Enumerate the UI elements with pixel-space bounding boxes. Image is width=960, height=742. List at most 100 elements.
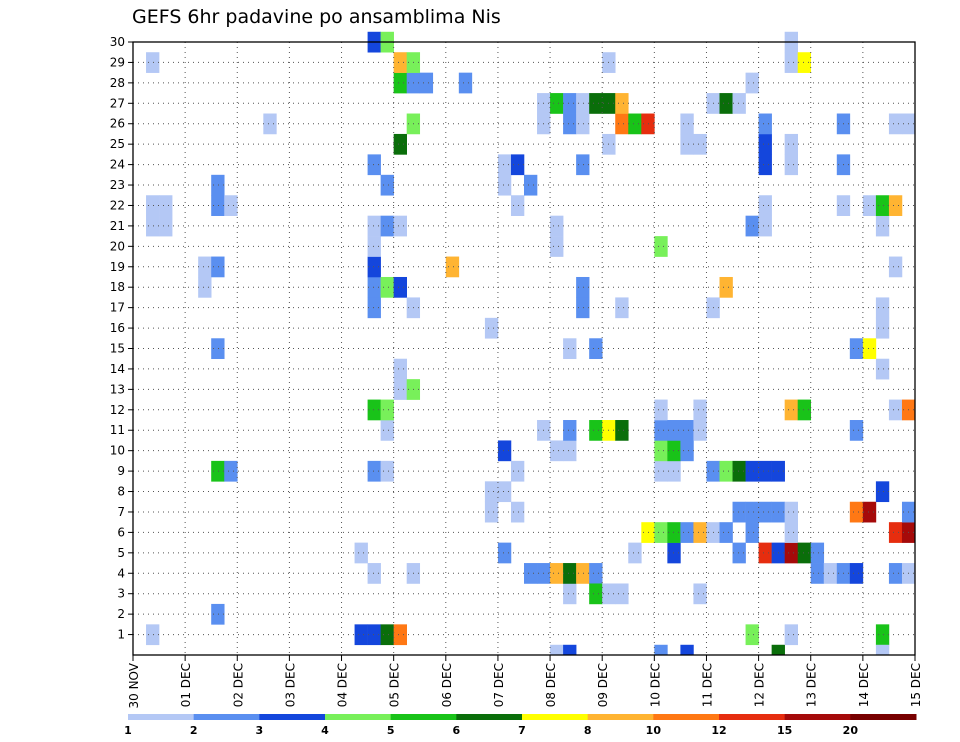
y-tick-label: 15 [110, 342, 125, 356]
heatmap-cell [654, 522, 668, 543]
colorbar-label: 6 [453, 724, 461, 737]
y-tick-label: 29 [110, 55, 125, 69]
heatmap-cell [693, 399, 707, 421]
heatmap-cell [784, 52, 798, 73]
colorbar-swatch [719, 714, 786, 720]
colorbar-label: 2 [190, 724, 198, 737]
heatmap-cell [862, 338, 877, 360]
heatmap-cell [680, 113, 694, 135]
heatmap-cell [784, 624, 798, 646]
heatmap-cell [224, 195, 238, 216]
heatmap-cell [550, 563, 564, 584]
heatmap-cell [797, 52, 812, 73]
y-tick-label: 5 [117, 546, 125, 560]
heatmap-cell [550, 93, 564, 114]
heatmap-cell [367, 399, 381, 421]
heatmap-cell [628, 542, 642, 564]
heatmap-cell [445, 256, 460, 278]
heatmap-cell [732, 460, 746, 482]
heatmap-cell [211, 460, 225, 482]
heatmap-cell [693, 522, 707, 543]
x-tick-label: 02 DEC [231, 663, 245, 707]
heatmap-cell [758, 113, 772, 135]
x-tick-label: 14 DEC [857, 663, 871, 707]
heatmap-cell [550, 644, 564, 656]
heatmap-cell [667, 440, 681, 462]
colorbar-label: 3 [256, 724, 264, 737]
heatmap-cell [758, 542, 772, 564]
heatmap-cell [732, 542, 746, 564]
y-tick-label: 14 [110, 362, 125, 376]
y-tick-label: 24 [110, 158, 125, 172]
heatmap-cell [888, 256, 903, 278]
heatmap-cell [680, 133, 694, 155]
heatmap-cell [563, 583, 577, 605]
heatmap-cell [484, 501, 499, 523]
heatmap-cell [745, 215, 759, 237]
y-tick-label: 17 [110, 301, 125, 315]
heatmap-cell [823, 563, 838, 584]
heatmap-cell [719, 522, 733, 543]
y-tick-label: 1 [117, 628, 125, 642]
heatmap-cell [654, 440, 668, 462]
heatmap-cell [367, 154, 381, 176]
heatmap-cell [393, 215, 407, 237]
heatmap-cell [875, 481, 890, 503]
heatmap-cell [849, 501, 864, 523]
heatmap-cell [628, 113, 642, 135]
heatmap-cell [354, 624, 368, 646]
heatmap-cell [367, 460, 381, 482]
heatmap-cell [146, 215, 160, 237]
heatmap-cell [680, 440, 694, 462]
heatmap-cell [380, 420, 394, 441]
heatmap-cell [693, 133, 707, 155]
y-tick-label: 21 [110, 219, 125, 233]
heatmap-cell [888, 563, 903, 584]
heatmap-cell [667, 542, 681, 564]
heatmap-cell [380, 399, 394, 421]
heatmap-cell [497, 154, 512, 176]
heatmap-cell [615, 113, 629, 135]
heatmap-cell [367, 563, 381, 584]
heatmap-cell [667, 460, 681, 482]
heatmap-cell [849, 563, 864, 584]
heatmap-cell [458, 72, 473, 94]
heatmap-cell [550, 215, 564, 237]
x-tick-label: 15 DEC [909, 663, 923, 707]
heatmap-cell [419, 72, 434, 94]
heatmap-cell [875, 317, 890, 339]
colorbar-swatch [784, 714, 851, 720]
heatmap-cell [563, 563, 577, 584]
colorbar-swatch [259, 714, 326, 720]
heatmap-cell [888, 522, 903, 543]
heatmap-cell [484, 317, 499, 339]
colorbar-swatch [456, 714, 523, 720]
heatmap-cell [211, 256, 225, 278]
x-tick-label: 03 DEC [283, 663, 297, 707]
heatmap-cell [380, 460, 394, 482]
y-tick-label: 3 [117, 587, 125, 601]
heatmap-cell [576, 113, 590, 135]
heatmap-cell [875, 297, 890, 319]
colorbar-swatch [390, 714, 457, 720]
heatmap-cell [211, 174, 225, 196]
y-tick-label: 13 [110, 382, 125, 396]
colorbar-label: 8 [584, 724, 592, 737]
heatmap-cell [393, 358, 407, 380]
heatmap-cell [784, 501, 798, 523]
heatmap-cell [576, 563, 590, 584]
heatmap-cell [497, 481, 512, 503]
heatmap-cell [576, 93, 590, 114]
heatmap-cell [380, 174, 394, 196]
heatmap-cell [693, 420, 707, 441]
chart-title: GEFS 6hr padavine po ansamblima Nis [132, 6, 501, 28]
colorbar-swatch [587, 714, 654, 720]
x-tick-label: 04 DEC [336, 663, 350, 707]
heatmap-cell [719, 93, 733, 114]
y-tick-label: 23 [110, 178, 125, 192]
y-tick-label: 27 [110, 96, 125, 110]
y-tick-label: 19 [110, 260, 125, 274]
y-tick-label: 12 [110, 403, 125, 417]
y-tick-label: 22 [110, 198, 125, 212]
y-tick-label: 28 [110, 76, 125, 90]
